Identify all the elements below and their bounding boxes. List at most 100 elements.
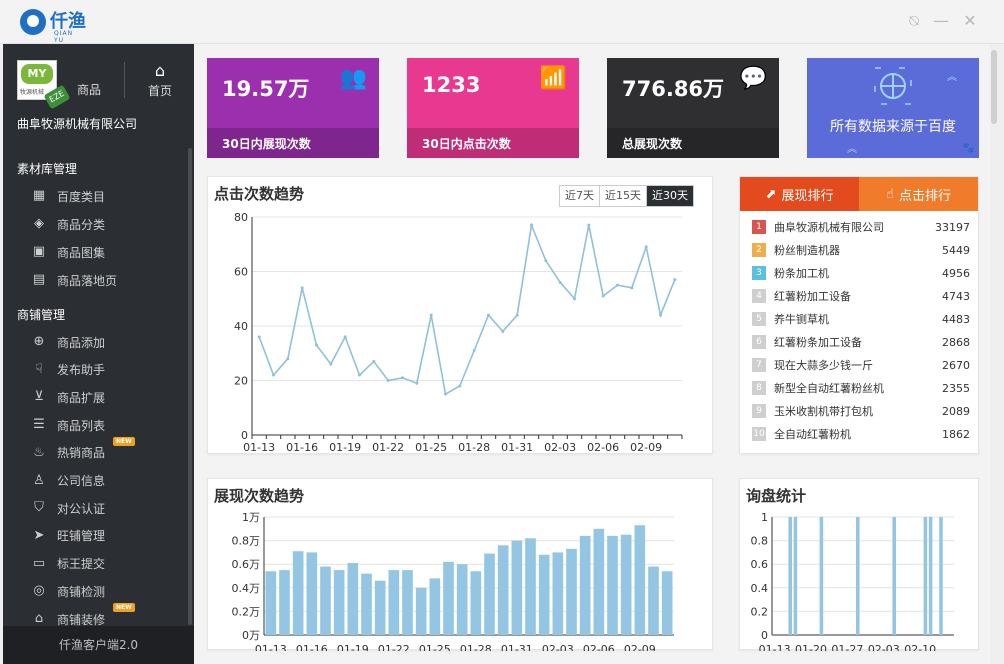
sidebar-item-label: 商品分类 [57, 217, 106, 232]
y-tick-label: 0万 [242, 629, 260, 642]
y-tick-label: 0.2万 [232, 605, 261, 618]
sidebar-item-5[interactable]: ♨ 热销商品 NEW [31, 436, 181, 463]
rank-number: 9 [752, 404, 766, 418]
sidebar-item-label: 商品图集 [57, 245, 106, 260]
inquiry-bar-chart: 0 0.2 0.4 0.6 0.8 1 01-13 01-20 01-27 02-03 02-10 [751, 511, 954, 651]
y-tick-label: 0.2 [751, 605, 769, 618]
bar [333, 570, 345, 635]
brand-name: 仟渔 [50, 11, 86, 32]
sidebar-item-label: 旺铺管理 [57, 529, 106, 544]
range-tabs: 近7天 近15天 近30天 [559, 185, 694, 207]
bar [415, 587, 427, 635]
sidebar-scrollbar[interactable] [188, 148, 192, 625]
rank-number: 2 [752, 243, 766, 257]
sidebar-item-8[interactable]: ➤ 旺铺管理 [31, 526, 181, 546]
data-point [372, 359, 376, 363]
ranking-tab-2[interactable]: ☝ 点击排行 [859, 177, 978, 211]
x-tick-label: 02-06 [583, 643, 615, 651]
rank-value: 4483 [942, 312, 970, 326]
data-point [573, 297, 576, 301]
goods-link[interactable]: 商品 [77, 83, 102, 97]
x-tick-label: 01-19 [337, 643, 369, 651]
ranking-row[interactable]: 5 养牛铡草机 4483 [752, 309, 970, 329]
data-point [386, 379, 390, 382]
stat-card-3: 776.86万 💬 总展现次数 [607, 58, 779, 158]
thumb-icon: ☟ [35, 361, 43, 377]
data-point [530, 223, 533, 227]
sidebar-item-label: 商品列表 [57, 418, 106, 433]
bar [429, 578, 441, 635]
sidebar-item-4[interactable]: ☰ 商品列表 [31, 415, 181, 435]
bar [634, 525, 646, 635]
range-tab-1[interactable]: 近7天 [560, 186, 599, 206]
svg-text:🐾: 🐾 [962, 142, 974, 154]
sidebar-item-1[interactable]: ▦ 百度类目 [31, 186, 181, 206]
menu-section-material: 素材库管理 [17, 162, 78, 176]
rank-number: 4 [752, 289, 766, 303]
rank-name: 曲阜牧源机械有限公司 [774, 221, 884, 234]
sidebar-item-11[interactable]: ⌂ 商铺装修 NEW [31, 603, 181, 629]
sidebar-item-7[interactable]: ⛉ 对公认证 [31, 498, 181, 518]
sidebar-item-1[interactable]: ⊕ 商品添加 [31, 332, 181, 352]
home-button[interactable]: ⌂ 首页 [145, 62, 175, 99]
ranking-tab-1[interactable]: ⬈ 展现排行 [740, 177, 859, 211]
stat-label: 30日内展现次数 [222, 137, 311, 151]
ranking-row[interactable]: 8 新型全自动红薯粉丝机 2355 [752, 378, 970, 398]
sidebar-item-label: 商品添加 [57, 335, 106, 350]
list-icon: ☰ [33, 417, 45, 433]
ranking-row[interactable]: 2 粉丝制造机器 5449 [752, 240, 970, 260]
x-tick-label: 01-25 [419, 643, 451, 651]
data-point [444, 392, 447, 396]
bar [593, 528, 605, 635]
x-tick-label: 01-13 [255, 643, 287, 651]
range-tab-2[interactable]: 近15天 [599, 186, 646, 206]
plus-circle-icon: ⊕ [33, 334, 45, 349]
avatar[interactable]: MY 牧源机械 EZE [17, 60, 71, 110]
data-point [401, 376, 404, 380]
x-tick-label: 01-19 [329, 441, 361, 454]
sidebar-item-3[interactable]: ▣ 商品图集 [31, 242, 181, 262]
ranking-row[interactable]: 3 粉条加工机 4956 [752, 263, 970, 283]
rank-number: 5 [752, 312, 766, 326]
app-logo: 仟渔 QIAN YU [20, 9, 86, 44]
ranking-row[interactable]: 9 玉米收割机带打包机 2089 [752, 401, 970, 421]
ranking-tab-label: 展现排行 [781, 188, 834, 204]
range-tab-3[interactable]: 近30天 [646, 186, 693, 206]
rank-number: 8 [752, 381, 766, 395]
ranking-row[interactable]: 10 全自动红薯粉机 1862 [752, 424, 970, 444]
sidebar-item-9[interactable]: ▭ 标王提交 [31, 554, 181, 574]
sidebar-item-3[interactable]: ⊻ 商品扩展 [31, 387, 181, 407]
bar [456, 564, 468, 635]
bar [856, 517, 860, 635]
sidebar-item-10[interactable]: ◎ 商铺检测 [31, 581, 181, 601]
rank-number: 7 [752, 358, 766, 372]
main-scrollbar[interactable] [991, 50, 997, 124]
bar [788, 517, 792, 635]
ranking-row[interactable]: 7 现在大蒜多少钱一斤 2670 [752, 355, 970, 375]
x-tick-label: 01-25 [415, 441, 447, 454]
bar [819, 517, 824, 635]
sidebar-item-label: 百度类目 [57, 189, 106, 204]
x-tick-label: 01-31 [501, 643, 533, 651]
ranking-tabs: ⬈ 展现排行 ☝ 点击排行 [740, 177, 978, 211]
home-icon: ⌂ [154, 61, 166, 80]
ranking-row[interactable]: 4 红薯粉加工设备 4743 [752, 286, 970, 306]
sidebar-item-6[interactable]: ♙ 公司信息 [31, 471, 181, 491]
sidebar-item-4[interactable]: ▤ 商品落地页 [31, 270, 181, 290]
data-point [286, 357, 290, 361]
data-point [429, 313, 433, 317]
power-icon[interactable]: ⍉ [909, 11, 919, 30]
x-tick-label: 01-28 [460, 643, 492, 651]
ranking-row[interactable]: 6 红薯粉条加工设备 2868 [752, 332, 970, 352]
rank-number: 1 [752, 220, 766, 234]
sidebar-item-2[interactable]: ◈ 商品分类 [31, 214, 181, 234]
minimize-button[interactable]: — [933, 11, 949, 30]
rank-name: 养牛铡草机 [774, 313, 829, 326]
baidu-banner: ︽ ︽ 🐾 所有数据来源于百度 [807, 58, 979, 158]
data-point [601, 294, 605, 298]
x-tick-label: 01-31 [501, 441, 533, 454]
ranking-row[interactable]: 1 曲阜牧源机械有限公司 33197 [752, 217, 970, 237]
sidebar-item-2[interactable]: ☟ 发布助手 [31, 360, 181, 380]
close-button[interactable]: ✕ [963, 11, 977, 30]
data-point [272, 373, 275, 377]
